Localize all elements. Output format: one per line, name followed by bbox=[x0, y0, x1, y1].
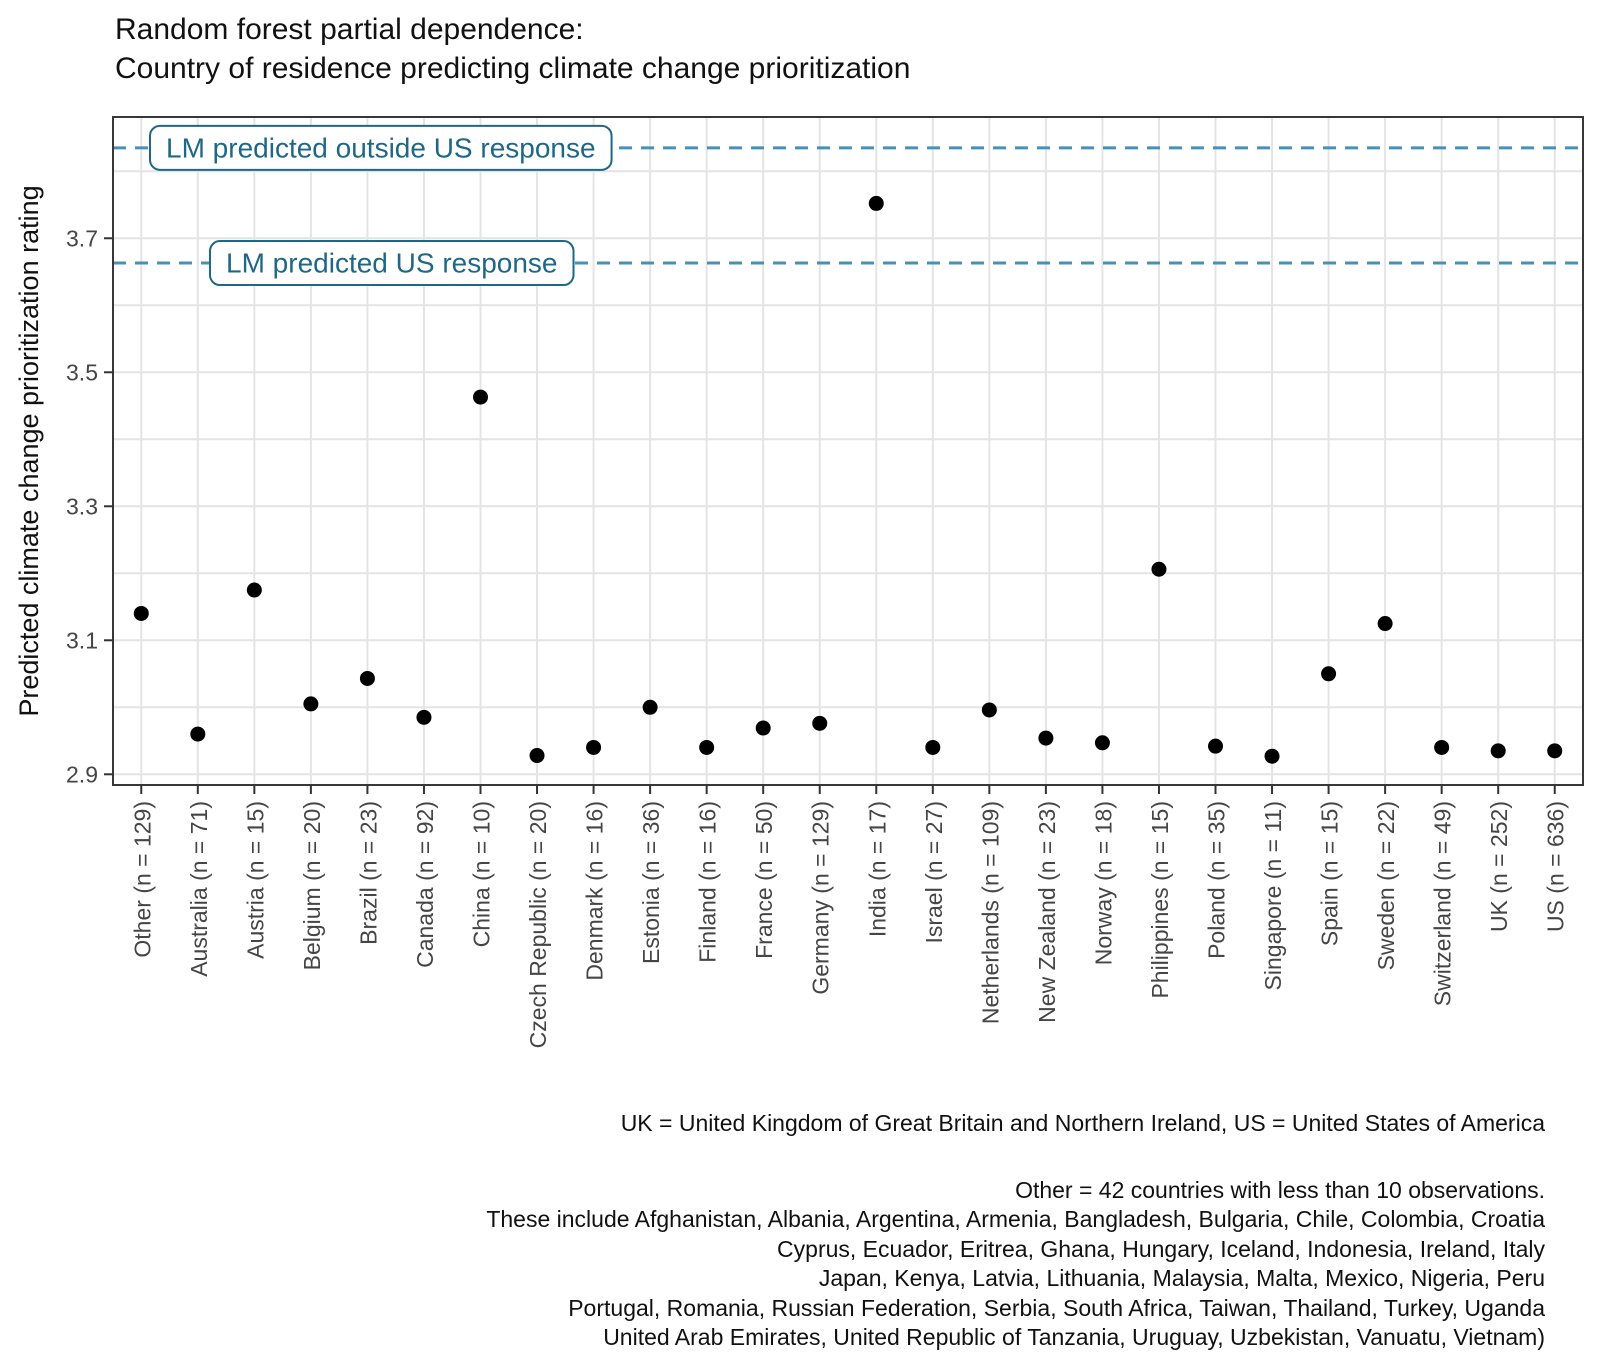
caption-other-line: United Arab Emirates, United Republic of… bbox=[603, 1324, 1545, 1351]
chart-title-line1: Random forest partial dependence: bbox=[115, 13, 584, 46]
data-point-finland bbox=[699, 739, 715, 755]
x-tick-label-other: Other (n = 129) bbox=[129, 801, 155, 958]
x-tick-label-poland: Poland (n = 35) bbox=[1204, 801, 1230, 959]
data-point-poland bbox=[1208, 738, 1223, 754]
x-tick-label-denmark: Denmark (n = 16) bbox=[582, 801, 608, 981]
data-point-netherlands bbox=[981, 702, 997, 718]
data-point-new-zealand bbox=[1038, 730, 1054, 746]
x-tick-label-australia: Australia (n = 71) bbox=[186, 801, 212, 977]
data-point-us bbox=[1547, 743, 1563, 759]
chart-canvas: 2.9 3.1 3.3 3.5 3.7 Other (n = 129) Australia … bbox=[66, 116, 1584, 1048]
caption-other-countries: Other = 42 countries with less than 10 o… bbox=[486, 1176, 1545, 1352]
x-tick-label-new-zealand: New Zealand (n = 23) bbox=[1034, 801, 1060, 1023]
x-tick-label-germany: Germany (n = 129) bbox=[808, 801, 834, 995]
caption-other-line: Portugal, Romania, Russian Federation, S… bbox=[568, 1294, 1545, 1321]
y-tick-label-3.1: 3.1 bbox=[66, 627, 98, 653]
data-point-philippines bbox=[1151, 561, 1167, 577]
x-tick-label-czech-republic: Czech Republic (n = 20) bbox=[525, 801, 551, 1048]
x-tick-label-belgium: Belgium (n = 20) bbox=[299, 801, 325, 970]
data-point-singapore bbox=[1264, 748, 1280, 764]
caption-abbreviations: UK = United Kingdom of Great Britain and… bbox=[620, 1110, 1545, 1136]
data-point-czech-republic bbox=[529, 748, 545, 764]
x-tick-label-netherlands: Netherlands (n = 109) bbox=[977, 801, 1003, 1024]
y-tick-label-2.9: 2.9 bbox=[66, 761, 98, 787]
data-point-norway bbox=[1094, 735, 1110, 751]
caption-other-line: Cyprus, Ecuador, Eritrea, Ghana, Hungary… bbox=[777, 1235, 1545, 1262]
lm-outside-us-label-box bbox=[149, 124, 613, 171]
chart-title-line2: Country of residence predicting climate … bbox=[115, 52, 911, 85]
panel-border bbox=[112, 116, 1584, 786]
data-point-canada bbox=[416, 709, 432, 725]
data-point-switzerland bbox=[1434, 739, 1450, 755]
x-tick-label-france: France (n = 50) bbox=[751, 801, 777, 959]
x-tick-label-finland: Finland (n = 16) bbox=[695, 801, 721, 963]
data-point-belgium bbox=[303, 696, 319, 712]
x-tick-label-singapore: Singapore (n = 11) bbox=[1260, 801, 1286, 990]
lm-us-label-box bbox=[209, 240, 575, 287]
y-tick-label-3.7: 3.7 bbox=[66, 225, 98, 251]
data-point-germany bbox=[812, 715, 828, 731]
data-point-estonia bbox=[642, 699, 658, 715]
x-tick-label-brazil: Brazil (n = 23) bbox=[355, 801, 381, 945]
x-tick-label-norway: Norway (n = 18) bbox=[1090, 801, 1116, 965]
x-tick-label-estonia: Estonia (n = 36) bbox=[638, 801, 664, 964]
x-tick-label-philippines: Philippines (n = 15) bbox=[1147, 801, 1173, 999]
data-point-india bbox=[868, 195, 884, 211]
data-point-other bbox=[133, 605, 149, 621]
caption-other-line: Other = 42 countries with less than 10 o… bbox=[1015, 1177, 1545, 1203]
data-point-uk bbox=[1490, 743, 1506, 759]
x-tick-label-china: China (n = 10) bbox=[469, 801, 495, 947]
caption-other-line: Japan, Kenya, Latvia, Lithuania, Malaysi… bbox=[818, 1265, 1545, 1292]
y-tick-label-3.3: 3.3 bbox=[66, 493, 98, 519]
data-point-sweden bbox=[1377, 616, 1393, 632]
data-point-china bbox=[473, 389, 488, 405]
x-tick-label-israel: Israel (n = 27) bbox=[921, 801, 947, 944]
x-tick-label-austria: Austria (n = 15) bbox=[242, 801, 268, 959]
lm-outside-us-label: LM predicted outside US response bbox=[166, 132, 596, 163]
caption-other-line: These include Afghanistan, Albania, Arge… bbox=[486, 1206, 1545, 1233]
data-point-denmark bbox=[586, 739, 602, 755]
x-tick-label-switzerland: Switzerland (n = 49) bbox=[1430, 801, 1456, 1006]
x-tick-label-canada: Canada (n = 92) bbox=[412, 801, 438, 968]
x-tick-label-spain: Spain (n = 15) bbox=[1317, 801, 1343, 946]
data-point-austria bbox=[246, 582, 262, 598]
data-point-spain bbox=[1321, 666, 1337, 682]
data-point-brazil bbox=[359, 670, 375, 686]
x-tick-label-uk: UK (n = 252) bbox=[1486, 801, 1512, 932]
x-tick-label-india: India (n = 17) bbox=[864, 801, 890, 937]
y-tick-label-3.5: 3.5 bbox=[66, 359, 98, 385]
data-point-israel bbox=[925, 739, 941, 755]
data-point-france bbox=[755, 720, 771, 736]
x-tick-label-us: US (n = 636) bbox=[1543, 801, 1569, 932]
data-point-australia bbox=[190, 726, 206, 742]
lm-us-label: LM predicted US response bbox=[226, 248, 558, 279]
chart-title: Random forest partial dependence: Countr… bbox=[115, 10, 910, 88]
x-tick-label-sweden: Sweden (n = 22) bbox=[1373, 801, 1399, 970]
